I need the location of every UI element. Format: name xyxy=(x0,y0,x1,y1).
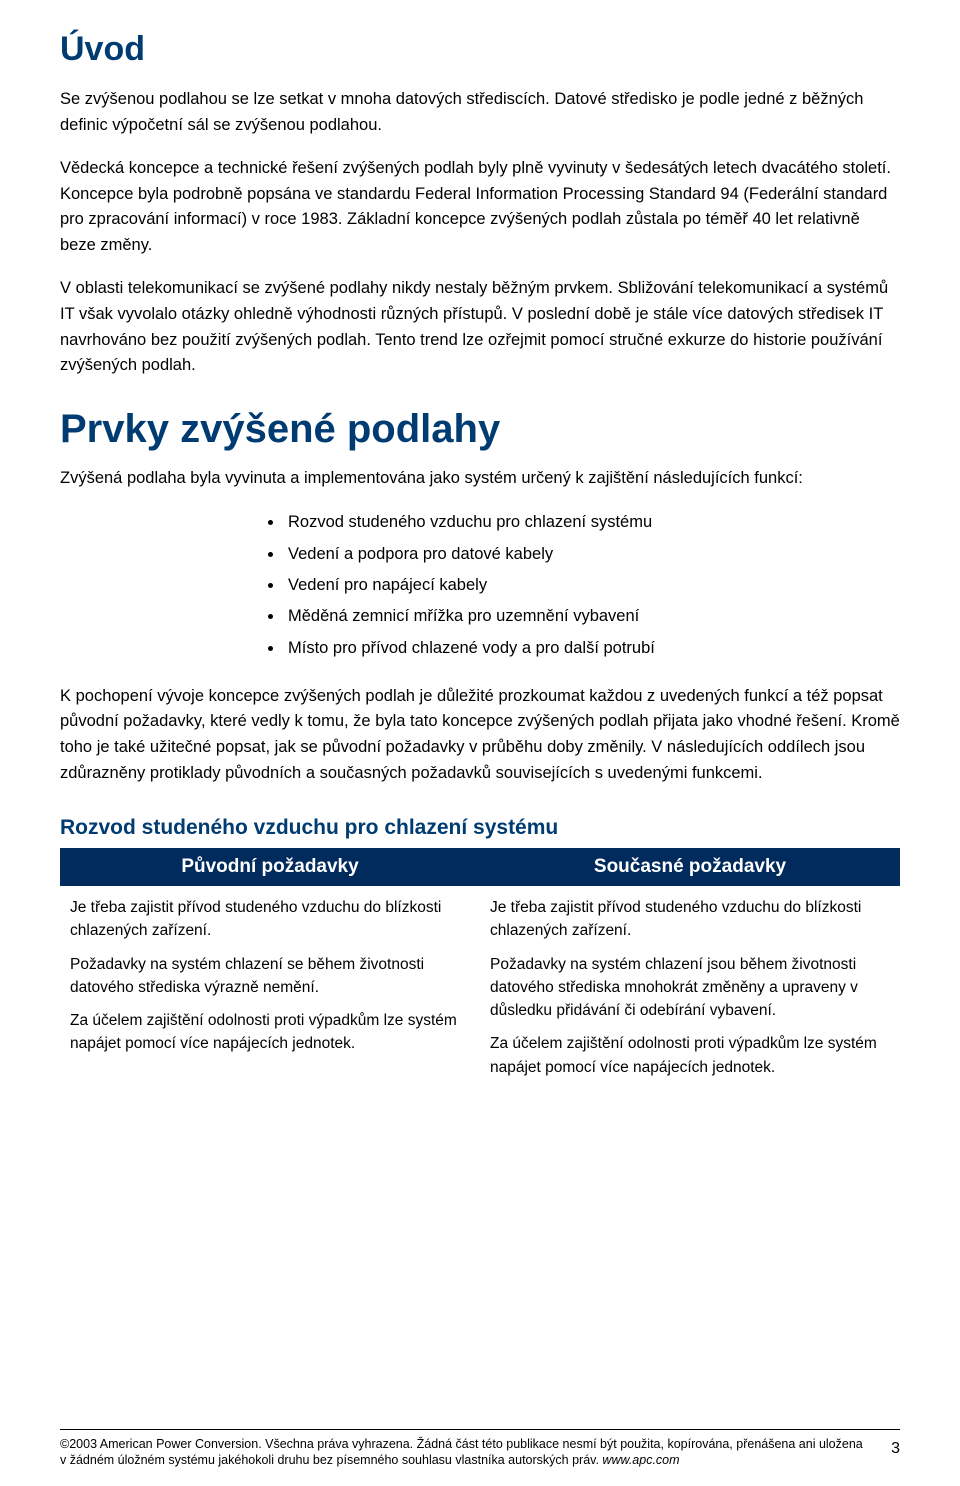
paragraph: K pochopení vývoje koncepce zvýšených po… xyxy=(60,684,900,786)
requirement-text: Požadavky na systém chlazení jsou během … xyxy=(490,953,886,1023)
paragraph: Vědecká koncepce a technické řešení zvýš… xyxy=(60,156,900,258)
page-footer: ©2003 American Power Conversion. Všechna… xyxy=(60,1429,900,1469)
requirement-text: Je třeba zajistit přívod studeného vzduc… xyxy=(490,896,886,943)
table-row: Je třeba zajistit přívod studeného vzduc… xyxy=(60,886,900,1093)
heading-cooling: Rozvod studeného vzduchu pro chlazení sy… xyxy=(60,816,900,840)
table-cell-original: Je třeba zajistit přívod studeného vzduc… xyxy=(60,886,480,1093)
document-page: Úvod Se zvýšenou podlahou se lze setkat … xyxy=(0,0,960,1486)
copyright-text: ©2003 American Power Conversion. Všechna… xyxy=(60,1436,891,1469)
requirement-text: Za účelem zajištění odolnosti proti výpa… xyxy=(490,1032,886,1079)
list-item: Měděná zemnicí mřížka pro uzemnění vybav… xyxy=(284,601,900,632)
heading-intro: Úvod xyxy=(60,30,900,69)
requirement-text: Za účelem zajištění odolnosti proti výpa… xyxy=(70,1009,466,1056)
table-header-current: Současné požadavky xyxy=(480,848,900,886)
bullet-list: Rozvod studeného vzduchu pro chlazení sy… xyxy=(260,507,900,664)
intro-paragraph: Zvýšená podlaha byla vyvinuta a implemen… xyxy=(60,466,900,492)
copyright-main: ©2003 American Power Conversion. Všechna… xyxy=(60,1437,863,1467)
paragraph: V oblasti telekomunikací se zvýšené podl… xyxy=(60,276,900,378)
list-item: Rozvod studeného vzduchu pro chlazení sy… xyxy=(284,507,900,538)
list-item: Místo pro přívod chlazené vody a pro dal… xyxy=(284,633,900,664)
list-item: Vedení a podpora pro datové kabely xyxy=(284,539,900,570)
requirement-text: Požadavky na systém chlazení se během ži… xyxy=(70,953,466,1000)
footer-site-url: www.apc.com xyxy=(602,1453,679,1467)
page-number: 3 xyxy=(891,1436,900,1458)
paragraph: Se zvýšenou podlahou se lze setkat v mno… xyxy=(60,87,900,138)
table-cell-current: Je třeba zajistit přívod studeného vzduc… xyxy=(480,886,900,1093)
table-header-row: Původní požadavky Současné požadavky xyxy=(60,848,900,886)
requirement-text: Je třeba zajistit přívod studeného vzduc… xyxy=(70,896,466,943)
list-item: Vedení pro napájecí kabely xyxy=(284,570,900,601)
requirements-table: Původní požadavky Současné požadavky Je … xyxy=(60,848,900,1093)
table-header-original: Původní požadavky xyxy=(60,848,480,886)
heading-elements: Prvky zvýšené podlahy xyxy=(60,407,900,452)
